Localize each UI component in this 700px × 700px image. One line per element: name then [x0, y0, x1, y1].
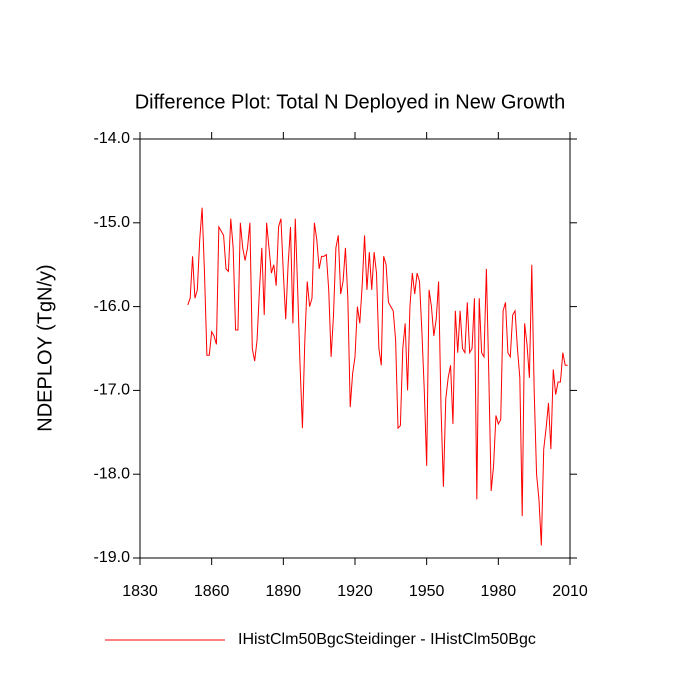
chart-title: Difference Plot: Total N Deployed in New… — [135, 91, 566, 113]
x-tick-label: 1860 — [194, 583, 230, 600]
y-tick-label: -15.0 — [94, 214, 131, 231]
y-tick-label: -16.0 — [94, 298, 131, 315]
x-tick-label: 1890 — [266, 583, 302, 600]
y-tick-label: -17.0 — [94, 382, 131, 399]
y-tick-label: -14.0 — [94, 130, 131, 147]
legend-label: IHistClm50BgcSteidinger - IHistClm50Bgc — [238, 631, 536, 648]
x-tick-label: 1950 — [409, 583, 445, 600]
data-line — [187, 207, 568, 546]
x-tick-label: 1920 — [337, 583, 373, 600]
y-axis-label: NDEPLOY (TgN/y) — [34, 264, 56, 431]
x-tick-label: 1980 — [481, 583, 517, 600]
x-tick-label: 1830 — [122, 583, 158, 600]
x-tick-label: 2010 — [552, 583, 588, 600]
y-tick-label: -18.0 — [94, 465, 131, 482]
y-tick-label: -19.0 — [94, 549, 131, 566]
